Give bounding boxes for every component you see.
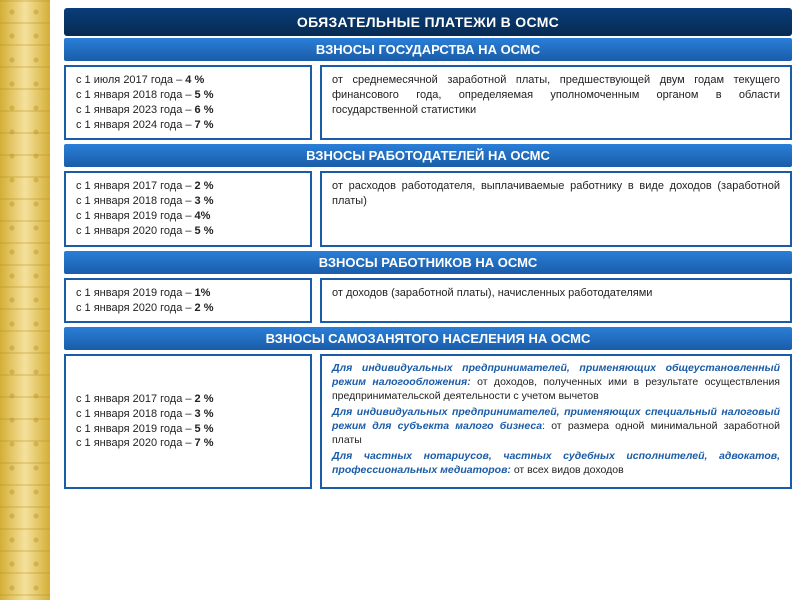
rate-pct: 7 %	[195, 119, 214, 131]
rate-line: с 1 января 2018 года – 3 %	[76, 407, 300, 422]
rate-date: с 1 июля 2017 года –	[76, 74, 185, 86]
rate-line: с 1 января 2017 года – 2 %	[76, 179, 300, 194]
ornament-strip	[0, 0, 50, 600]
rates-box-employee: с 1 января 2019 года – 1% с 1 января 202…	[64, 278, 312, 324]
rate-pct: 3 %	[195, 195, 214, 207]
rates-box-self: с 1 января 2017 года – 2 % с 1 января 20…	[64, 354, 312, 488]
rate-line: с 1 января 2020 года – 7 %	[76, 436, 300, 451]
rate-pct: 5 %	[195, 89, 214, 101]
rate-line: с 1 января 2024 года – 7 %	[76, 118, 300, 133]
rates-box-state: с 1 июля 2017 года – 4 % с 1 января 2018…	[64, 65, 312, 140]
rate-date: с 1 января 2018 года –	[76, 408, 195, 420]
rate-line: с 1 июля 2017 года – 4 %	[76, 73, 300, 88]
rate-pct: 4%	[195, 210, 211, 222]
rate-line: с 1 января 2018 года – 5 %	[76, 88, 300, 103]
row-employee: с 1 января 2019 года – 1% с 1 января 202…	[64, 278, 792, 324]
rate-pct: 6 %	[195, 104, 214, 116]
rate-line: с 1 января 2019 года – 1%	[76, 286, 300, 301]
rate-date: с 1 января 2019 года –	[76, 287, 195, 299]
main-title: ОБЯЗАТЕЛЬНЫЕ ПЛАТЕЖИ В ОСМС	[64, 8, 792, 36]
rate-pct: 5 %	[195, 423, 214, 435]
desc-box-self: Для индивидуальных предпринимателей, при…	[320, 354, 792, 488]
rate-line: с 1 января 2020 года – 2 %	[76, 301, 300, 316]
rate-pct: 2 %	[195, 302, 214, 314]
rate-date: с 1 января 2018 года –	[76, 195, 195, 207]
rate-pct: 1%	[195, 287, 211, 299]
rate-pct: 5 %	[195, 225, 214, 237]
rate-date: с 1 января 2019 года –	[76, 210, 195, 222]
rates-box-employer: с 1 января 2017 года – 2 % с 1 января 20…	[64, 171, 312, 246]
rate-line: с 1 января 2017 года – 2 %	[76, 392, 300, 407]
section-header-self: ВЗНОСЫ САМОЗАНЯТОГО НАСЕЛЕНИЯ НА ОСМС	[64, 327, 792, 350]
content-area: ОБЯЗАТЕЛЬНЫЕ ПЛАТЕЖИ В ОСМС ВЗНОСЫ ГОСУД…	[56, 0, 800, 489]
section-header-employer: ВЗНОСЫ РАБОТОДАТЕЛЕЙ НА ОСМС	[64, 144, 792, 167]
rate-line: с 1 января 2019 года – 5 %	[76, 422, 300, 437]
section-header-state: ВЗНОСЫ ГОСУДАРСТВА НА ОСМС	[64, 38, 792, 61]
rate-date: с 1 января 2024 года –	[76, 119, 195, 131]
rate-pct: 2 %	[195, 180, 214, 192]
rate-line: с 1 января 2018 года – 3 %	[76, 194, 300, 209]
rate-date: с 1 января 2023 года –	[76, 104, 195, 116]
self-desc-txt: от всех видов доходов	[511, 464, 624, 476]
rate-pct: 7 %	[195, 437, 214, 449]
row-state: с 1 июля 2017 года – 4 % с 1 января 2018…	[64, 65, 792, 140]
desc-box-employer: от расходов работодателя, выплачиваемые …	[320, 171, 792, 246]
rate-date: с 1 января 2020 года –	[76, 302, 195, 314]
rate-pct: 4 %	[185, 74, 204, 86]
rate-pct: 3 %	[195, 408, 214, 420]
rate-date: с 1 января 2019 года –	[76, 423, 195, 435]
self-desc-p3: Для частных нотариусов, частных судебных…	[332, 450, 780, 477]
rate-date: с 1 января 2020 года –	[76, 437, 195, 449]
rate-date: с 1 января 2018 года –	[76, 89, 195, 101]
rate-line: с 1 января 2020 года – 5 %	[76, 224, 300, 239]
desc-box-employee: от доходов (заработной платы), начисленн…	[320, 278, 792, 324]
rate-date: с 1 января 2020 года –	[76, 225, 195, 237]
desc-box-state: от среднемесячной заработной платы, пред…	[320, 65, 792, 140]
section-header-employee: ВЗНОСЫ РАБОТНИКОВ НА ОСМС	[64, 251, 792, 274]
rate-date: с 1 января 2017 года –	[76, 180, 195, 192]
row-self: с 1 января 2017 года – 2 % с 1 января 20…	[64, 354, 792, 488]
rate-pct: 2 %	[195, 393, 214, 405]
rate-date: с 1 января 2017 года –	[76, 393, 195, 405]
self-desc-p1: Для индивидуальных предпринимателей, при…	[332, 362, 780, 403]
rate-line: с 1 января 2023 года – 6 %	[76, 103, 300, 118]
self-desc-p2: Для индивидуальных предпринимателей, при…	[332, 406, 780, 447]
row-employer: с 1 января 2017 года – 2 % с 1 января 20…	[64, 171, 792, 246]
rate-line: с 1 января 2019 года – 4%	[76, 209, 300, 224]
